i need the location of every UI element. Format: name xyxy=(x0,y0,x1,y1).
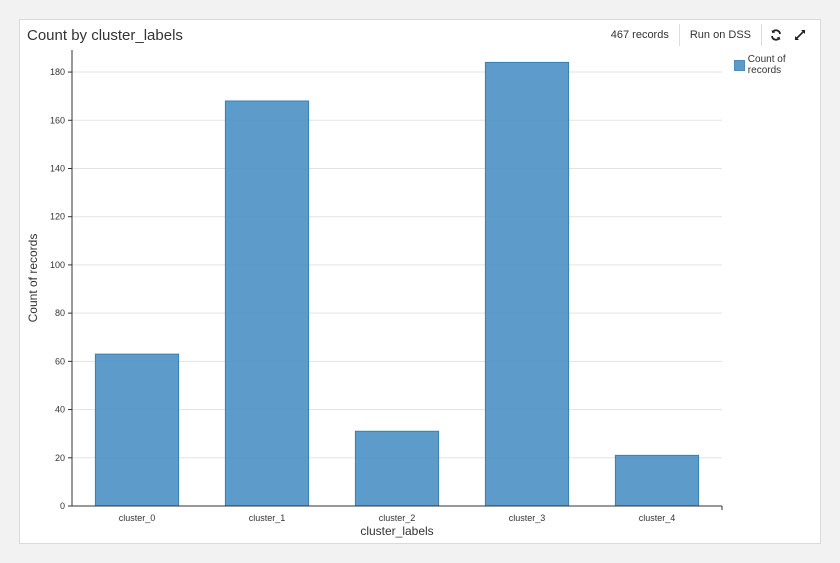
refresh-icon[interactable] xyxy=(766,25,786,45)
chart-legend[interactable]: Count of records xyxy=(734,54,820,76)
x-tick-label: cluster_4 xyxy=(639,513,676,523)
toolbar-divider xyxy=(678,24,680,46)
bar-cluster_4[interactable] xyxy=(614,454,700,507)
grid-lines xyxy=(72,71,722,459)
run-on-dss-button[interactable]: Run on DSS xyxy=(689,29,751,41)
y-tick-label: 0 xyxy=(60,501,65,511)
legend-swatch xyxy=(734,59,745,71)
chart-title: Count by cluster_labels xyxy=(27,27,183,44)
y-tick-label: 80 xyxy=(55,308,65,318)
y-axis: 0 20 40 60 80 100 120 140 160 180 xyxy=(50,50,73,511)
records-count: 467 records xyxy=(610,29,669,41)
toolbar-divider xyxy=(761,24,762,46)
y-tick-label: 180 xyxy=(50,67,65,77)
x-axis-label: cluster_labels xyxy=(360,524,433,538)
bar-cluster_2[interactable] xyxy=(354,430,440,507)
y-tick-label: 120 xyxy=(50,212,65,222)
bar-cluster_0[interactable] xyxy=(94,353,180,507)
x-axis: cluster_0 cluster_1 cluster_2 cluster_3 clus… xyxy=(68,505,723,523)
legend-label: Count of records xyxy=(747,54,786,76)
bars xyxy=(94,61,700,507)
y-tick-label: 20 xyxy=(55,453,65,463)
x-tick-label: cluster_1 xyxy=(249,513,286,523)
bar-cluster_3[interactable] xyxy=(484,61,570,507)
x-tick-label: cluster_0 xyxy=(119,513,156,523)
y-tick-label: 100 xyxy=(50,260,65,270)
y-tick-label: 40 xyxy=(55,405,65,415)
expand-icon[interactable] xyxy=(790,25,810,45)
x-tick-label: cluster_3 xyxy=(509,513,546,523)
y-axis-label: Count of records xyxy=(26,234,40,323)
bar-cluster_1[interactable] xyxy=(224,100,310,507)
y-tick-label: 160 xyxy=(50,115,65,125)
chart-toolbar: 467 records Run on DSS xyxy=(611,20,810,50)
chart-panel: Count by cluster_labels 467 records Run … xyxy=(19,19,821,544)
y-tick-label: 140 xyxy=(50,163,65,173)
x-tick-label: cluster_2 xyxy=(379,513,416,523)
y-tick-label: 60 xyxy=(55,356,65,366)
